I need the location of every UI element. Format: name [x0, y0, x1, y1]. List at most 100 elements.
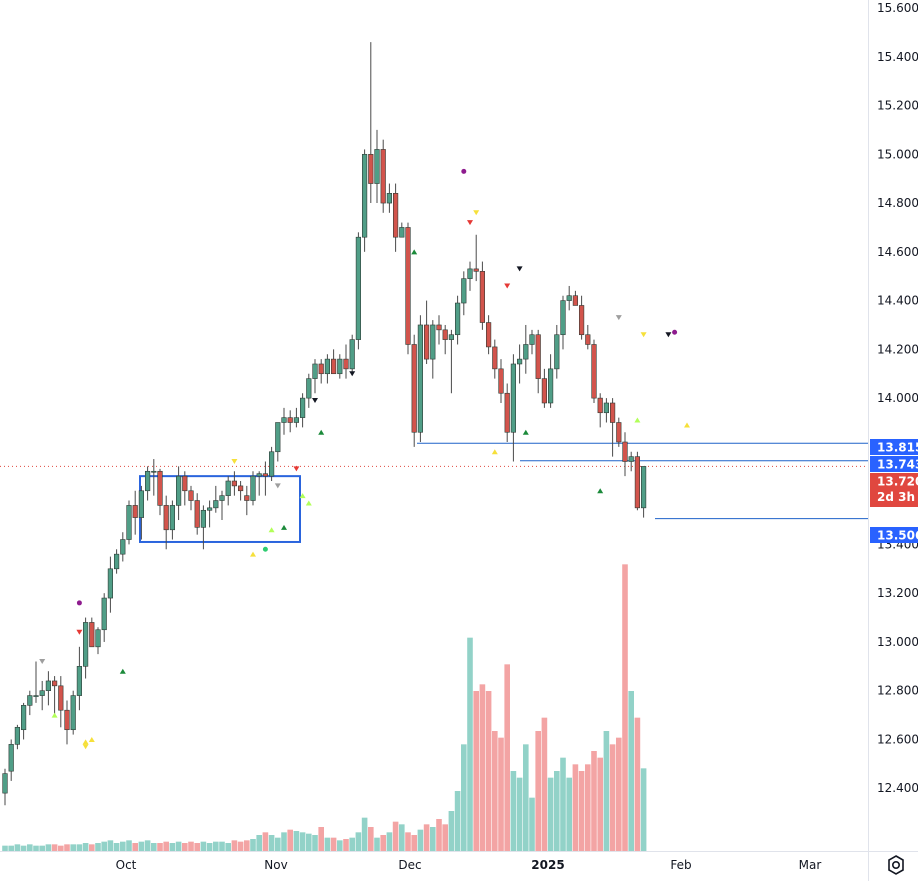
- signal-triangle-up: [597, 488, 604, 494]
- candle-body: [634, 456, 640, 509]
- candle-body: [349, 339, 355, 370]
- volume-bar: [120, 841, 126, 851]
- price-tick-label: 14.000: [877, 391, 918, 405]
- candle-body: [182, 475, 188, 492]
- volume-bar: [225, 843, 231, 851]
- volume-bar: [231, 840, 238, 851]
- candle-body: [64, 709, 70, 731]
- price-tick-label: 15.400: [877, 50, 918, 64]
- candle-body: [114, 553, 120, 570]
- candle-body: [95, 629, 101, 648]
- signal-dot: [461, 168, 467, 174]
- price-tag-value: 13.720: [877, 475, 918, 489]
- volume-bar: [200, 841, 207, 851]
- price-tag-value: 13.743: [877, 458, 918, 472]
- candle-body: [368, 153, 374, 184]
- last-price-tag: 13.7202d 3h: [870, 473, 918, 507]
- signal-triangle-up: [491, 449, 498, 455]
- volume-bar: [39, 845, 45, 851]
- candle-body: [330, 358, 337, 375]
- candle-body: [492, 346, 498, 370]
- signal-triangle-down: [640, 332, 647, 338]
- volume-bar: [603, 731, 610, 851]
- volume-bar: [578, 771, 585, 851]
- candle-body: [628, 456, 634, 462]
- signal-triangle-up: [119, 668, 126, 674]
- candle-body: [560, 300, 566, 336]
- candle-body: [138, 490, 145, 518]
- candle-body: [461, 278, 467, 304]
- volume-bar: [566, 777, 572, 851]
- volume-bar: [163, 841, 169, 851]
- signal-triangle-down: [82, 744, 89, 750]
- candle-body: [448, 334, 455, 340]
- volume-bar: [14, 844, 21, 851]
- price-tag-value: 13.815: [877, 441, 918, 455]
- candle-body: [343, 358, 349, 370]
- price-tick-label: 15.600: [877, 1, 918, 15]
- candle-body: [200, 509, 207, 528]
- price-tick-label: 14.600: [877, 245, 918, 259]
- volume-bar: [622, 564, 628, 851]
- candle-body: [293, 417, 300, 423]
- volume-bar: [498, 737, 504, 851]
- price-tick-label: 14.400: [877, 294, 918, 308]
- volume-bar: [287, 829, 293, 851]
- volume-bar: [572, 764, 579, 851]
- chart-settings-icon[interactable]: [884, 853, 908, 877]
- time-tick-label: 2025: [531, 858, 564, 872]
- volume-bar: [219, 841, 225, 851]
- volume-bar: [374, 837, 380, 851]
- candle-body: [585, 334, 591, 345]
- candle-body: [188, 490, 194, 501]
- candle-body: [107, 568, 113, 599]
- candle-body: [622, 441, 628, 462]
- volume-bar: [399, 824, 405, 851]
- candle-body: [151, 470, 157, 473]
- candle-body: [231, 480, 238, 487]
- volume-bar: [206, 843, 213, 851]
- candle-body: [312, 363, 318, 379]
- volume-bar: [275, 837, 281, 851]
- candle-body: [597, 397, 603, 414]
- level-price-tag: 13.506: [870, 527, 918, 543]
- signal-triangle-up: [268, 527, 275, 533]
- volume-bar: [479, 684, 486, 851]
- candle-body: [541, 378, 547, 404]
- candle-body: [436, 324, 442, 331]
- volume-bar: [101, 841, 107, 851]
- candle-body: [417, 324, 424, 433]
- price-tick-label: 12.800: [877, 684, 918, 698]
- candlesticks: [2, 42, 647, 806]
- candle-body: [504, 392, 510, 433]
- candle-body: [554, 334, 560, 370]
- candle-body: [207, 507, 213, 511]
- candle-body: [194, 500, 200, 528]
- candle-body: [2, 773, 8, 794]
- volume-bar: [597, 757, 603, 851]
- candle-body: [299, 397, 306, 418]
- candle-body: [33, 695, 39, 697]
- signal-triangle-up: [51, 712, 58, 718]
- volume-bar: [82, 843, 89, 851]
- candle-body: [27, 695, 33, 706]
- volume-bar: [318, 827, 324, 851]
- candle-body: [510, 363, 517, 433]
- candle-body: [355, 236, 362, 340]
- candle-body: [535, 334, 541, 379]
- volume-bar: [485, 691, 492, 851]
- volume-bar: [64, 844, 70, 851]
- volume-bar: [417, 829, 424, 851]
- candle-body: [281, 417, 287, 423]
- volume-bar: [126, 840, 132, 851]
- candle-body: [473, 268, 479, 272]
- volume-bar: [609, 744, 616, 851]
- signal-markers: [39, 168, 690, 750]
- volume-bar: [380, 835, 386, 851]
- candle-body: [578, 305, 585, 336]
- volume-bar: [411, 835, 417, 851]
- signal-triangle-up: [305, 500, 312, 506]
- candle-body: [126, 505, 132, 540]
